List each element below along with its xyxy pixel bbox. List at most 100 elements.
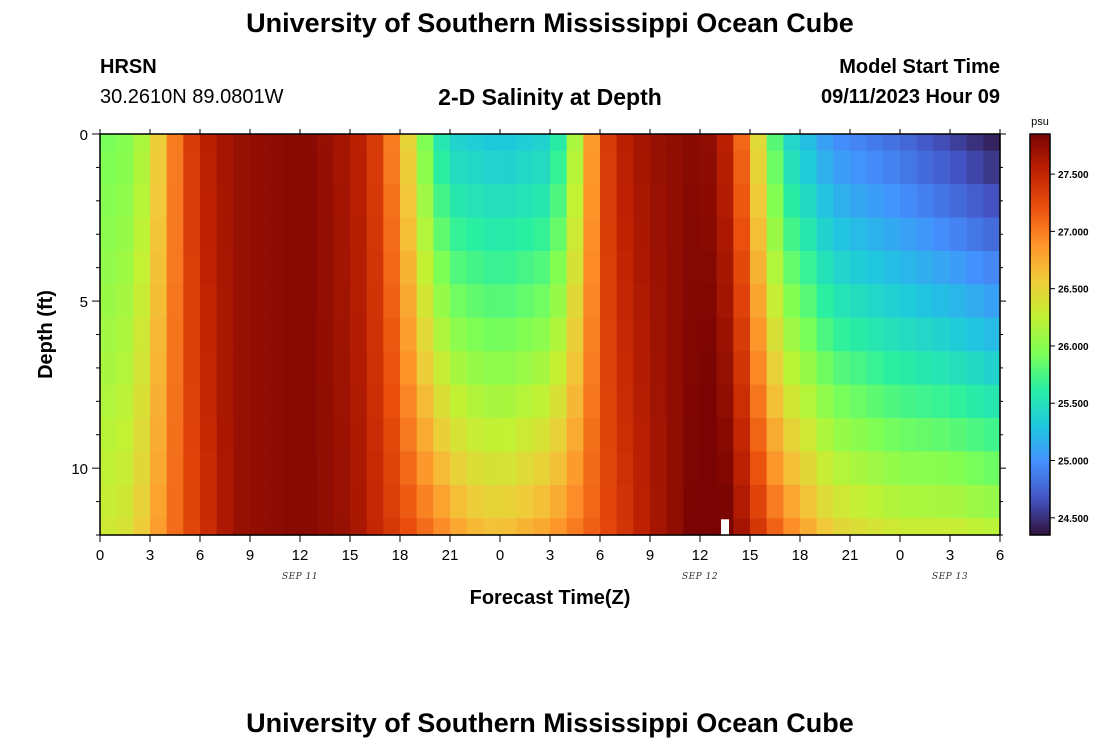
heatmap-cell (466, 284, 484, 319)
heatmap-cell (983, 250, 1001, 285)
heatmap-cell (583, 484, 601, 519)
heatmap-cell (650, 284, 668, 319)
heatmap-cell (400, 134, 418, 152)
heatmap-cell (150, 134, 168, 152)
x-tick-label: 3 (546, 547, 554, 564)
heatmap-cell (550, 150, 568, 185)
heatmap-cell (483, 518, 501, 536)
heatmap-cell (316, 217, 334, 252)
heatmap-cell (866, 317, 884, 352)
heatmap-cell (850, 418, 868, 453)
heatmap-cell (716, 317, 734, 352)
heatmap-cell (983, 451, 1001, 486)
heatmap-cell (583, 418, 601, 453)
x-tick-label: 9 (646, 547, 654, 564)
heatmap-cell (583, 250, 601, 285)
colorbar-tick-label: 27.500 (1058, 170, 1089, 181)
x-tick-label: 18 (792, 547, 809, 564)
heatmap-cell (900, 150, 918, 185)
heatmap-cell (900, 451, 918, 486)
heatmap-cell (533, 451, 551, 486)
heatmap-cell (233, 317, 251, 352)
heatmap-cell (433, 484, 451, 519)
heatmap-cell (566, 150, 584, 185)
heatmap-cell (683, 184, 701, 219)
heatmap-cell (466, 317, 484, 352)
heatmap-cell (933, 317, 951, 352)
heatmap-cell (566, 351, 584, 386)
heatmap-cell (450, 484, 468, 519)
heatmap-cell (383, 518, 401, 536)
heatmap-cell (950, 217, 968, 252)
heatmap-cell (200, 418, 218, 453)
heatmap-cell (100, 351, 118, 386)
heatmap-cell (983, 418, 1001, 453)
heatmap-cell (366, 518, 384, 536)
heatmap-cell (766, 384, 784, 419)
heatmap-cell (866, 284, 884, 319)
heatmap-cell (300, 184, 318, 219)
heatmap-cell (933, 184, 951, 219)
heatmap-cell (216, 217, 234, 252)
heatmap-cell (250, 351, 268, 386)
x-tick-label: 12 (292, 547, 309, 564)
heatmap-cell (566, 484, 584, 519)
heatmap-cell (500, 250, 518, 285)
heatmap-cell (266, 150, 284, 185)
heatmap-cell (300, 384, 318, 419)
heatmap-cell (116, 217, 134, 252)
heatmap-cell (783, 484, 801, 519)
heatmap-cell (283, 418, 301, 453)
heatmap-cell (450, 184, 468, 219)
heatmap-cell (816, 150, 834, 185)
heatmap-cell (416, 134, 434, 152)
heatmap-cell (866, 451, 884, 486)
colorbar-unit: psu (1031, 116, 1049, 128)
heatmap-cell (116, 351, 134, 386)
heatmap-cell (450, 250, 468, 285)
heatmap-cell (450, 284, 468, 319)
heatmap-cell (366, 484, 384, 519)
x-tick-label: 6 (996, 547, 1004, 564)
heatmap-cell (833, 150, 851, 185)
heatmap-cell (183, 351, 201, 386)
heatmap-cell (533, 418, 551, 453)
heatmap-cell (900, 351, 918, 386)
heatmap-cell (266, 184, 284, 219)
heatmap-cell (450, 134, 468, 152)
heatmap-cell (416, 184, 434, 219)
heatmap-cell (300, 518, 318, 536)
heatmap-cell (883, 351, 901, 386)
x-tick-label: 0 (96, 547, 104, 564)
heatmap-cell (983, 184, 1001, 219)
heatmap-cell (983, 134, 1001, 152)
heatmap-cell (100, 250, 118, 285)
heatmap-cell (133, 418, 151, 453)
heatmap-cell (783, 451, 801, 486)
heatmap-cell (700, 484, 718, 519)
heatmap-cell (283, 217, 301, 252)
heatmap-cell (300, 451, 318, 486)
heatmap-cell (350, 217, 368, 252)
heatmap-cell (750, 384, 768, 419)
heatmap-cell (133, 184, 151, 219)
heatmap-cell (516, 518, 534, 536)
y-tick-label: 5 (80, 294, 88, 311)
heatmap-cell (483, 484, 501, 519)
heatmap-cell (850, 384, 868, 419)
heatmap-cell (816, 134, 834, 152)
heatmap-cell (616, 284, 634, 319)
heatmap-cell (966, 451, 984, 486)
heatmap-cell (933, 351, 951, 386)
heatmap-cell (950, 484, 968, 519)
heatmap-cell (466, 484, 484, 519)
heatmap-cell (500, 518, 518, 536)
colorbar-tick-label: 27.000 (1058, 227, 1089, 238)
heatmap-cell (516, 384, 534, 419)
heatmap-cell (833, 217, 851, 252)
heatmap-cell (866, 418, 884, 453)
heatmap-cell (333, 518, 351, 536)
heatmap-cell (966, 150, 984, 185)
heatmap-cell (300, 217, 318, 252)
x-tick-label: 21 (842, 547, 859, 564)
